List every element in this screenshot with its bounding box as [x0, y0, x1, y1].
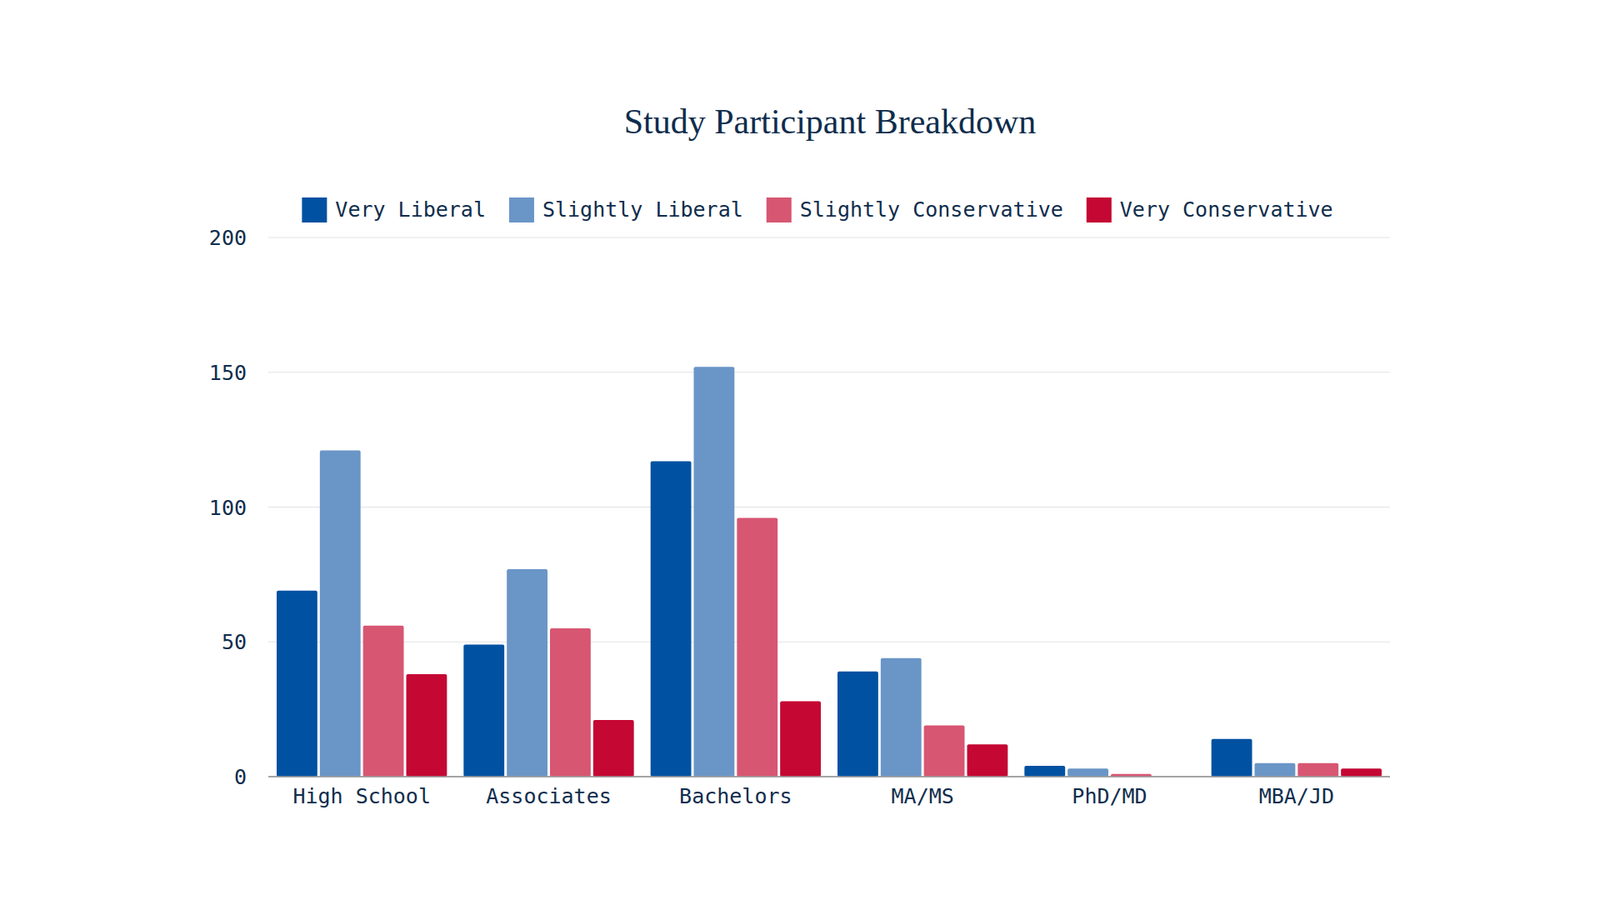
bar	[593, 720, 635, 777]
y-tick-label: 150	[209, 360, 247, 385]
bars	[276, 366, 1382, 777]
legend-label: Slightly Liberal	[542, 197, 744, 222]
legend-label: Slightly Conservative	[800, 197, 1064, 222]
legend: Very Liberal Slightly Liberal Slightly Con…	[301, 197, 1333, 223]
legend-swatch	[1086, 197, 1112, 223]
bar	[780, 700, 821, 777]
bar	[967, 744, 1009, 777]
grid-line	[268, 641, 1390, 643]
bar	[1211, 739, 1253, 777]
legend-label: Very Conservative	[1120, 197, 1334, 222]
bar	[320, 450, 361, 777]
x-tick-label: MA/MS	[891, 784, 955, 809]
bar	[1067, 768, 1109, 777]
y-tick-label: 100	[209, 495, 247, 520]
bar	[1297, 763, 1339, 777]
grid-line	[268, 236, 1390, 238]
x-tick-label: MBA/JD	[1259, 784, 1335, 809]
bar	[276, 590, 318, 777]
bar	[736, 517, 778, 777]
bar	[924, 725, 965, 777]
x-tick-label: Associates	[485, 784, 612, 809]
y-tick-label: 0	[234, 765, 247, 790]
chart-svg: Study Participant Breakdown 0 50 100 150 200 H…	[0, 0, 1600, 900]
x-tick-label: High School	[292, 784, 431, 809]
legend-swatch	[509, 197, 535, 223]
bar	[694, 366, 735, 777]
bar	[550, 628, 591, 777]
x-axis-line	[268, 775, 1390, 778]
grid-line	[268, 775, 1390, 778]
bar	[1340, 768, 1382, 777]
bar	[363, 625, 405, 777]
bar	[406, 674, 448, 777]
chart-title: Study Participant Breakdown	[624, 102, 1037, 141]
bar	[463, 644, 505, 777]
y-tick-label: 50	[221, 630, 247, 655]
bar	[506, 569, 548, 777]
y-tick-label: 200	[209, 225, 247, 250]
x-tick-label: Bachelors	[679, 784, 792, 809]
bar	[1024, 765, 1065, 777]
x-tick-label: PhD/MD	[1071, 784, 1147, 809]
grid-line	[268, 506, 1390, 508]
grid-line	[268, 371, 1390, 373]
grid	[268, 237, 1390, 777]
legend-swatch	[766, 197, 792, 223]
bar	[650, 461, 692, 777]
bar	[837, 671, 879, 777]
bar	[880, 658, 922, 777]
legend-label: Very Liberal	[335, 197, 486, 222]
chart-container: Study Participant Breakdown 0 50 100 150 200 H…	[0, 0, 1600, 900]
legend-swatch	[301, 197, 327, 223]
bar	[1255, 763, 1296, 777]
